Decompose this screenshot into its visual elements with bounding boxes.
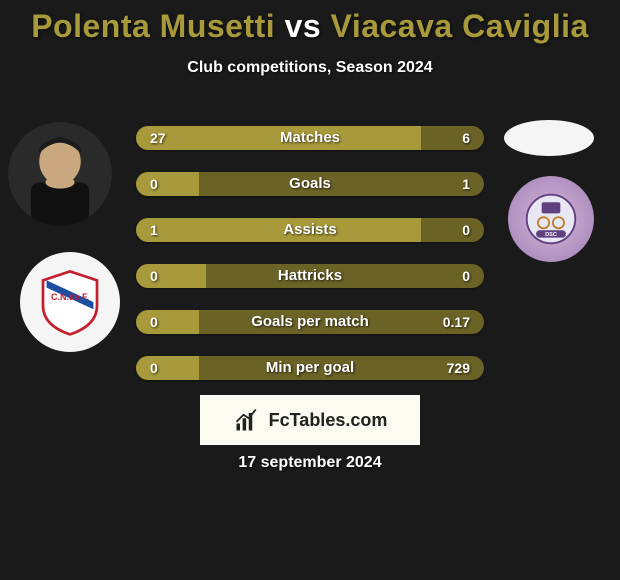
stat-row: 276Matches: [136, 126, 484, 150]
club1-shield-icon: C.N.de F.: [34, 266, 106, 338]
club1-logo: C.N.de F.: [20, 252, 120, 352]
stat-row: 00.17Goals per match: [136, 310, 484, 334]
club2-logo: DSC: [508, 176, 594, 262]
stat-label: Hattricks: [136, 264, 484, 288]
player1-name: Polenta Musetti: [31, 8, 275, 44]
stat-label: Goals: [136, 172, 484, 196]
comparison-title: Polenta Musetti vs Viacava Caviglia: [0, 0, 620, 45]
club1-badge-text: C.N.de F.: [51, 292, 89, 302]
club2-badge-text: DSC: [545, 232, 557, 238]
stat-row: 0729Min per goal: [136, 356, 484, 380]
stat-label: Min per goal: [136, 356, 484, 380]
avatar-placeholder-icon: [8, 122, 112, 226]
stat-row: 01Goals: [136, 172, 484, 196]
chart-icon: [233, 406, 261, 434]
date-text: 17 september 2024: [0, 454, 620, 472]
branding-text: FcTables.com: [269, 410, 388, 431]
player1-avatar: [8, 122, 112, 226]
stat-label: Goals per match: [136, 310, 484, 334]
stat-row: 00Hattricks: [136, 264, 484, 288]
stat-label: Assists: [136, 218, 484, 242]
subtitle: Club competitions, Season 2024: [0, 59, 620, 77]
stat-row: 10Assists: [136, 218, 484, 242]
vs-text: vs: [285, 8, 322, 44]
stats-container: 276Matches 01Goals 10Assists 00Hattricks 00.…: [136, 126, 484, 402]
stat-label: Matches: [136, 126, 484, 150]
player2-avatar-placeholder: [504, 120, 594, 156]
club2-shield-icon: DSC: [523, 191, 579, 247]
branding-bar: FcTables.com: [200, 395, 420, 445]
player2-name: Viacava Caviglia: [331, 8, 589, 44]
